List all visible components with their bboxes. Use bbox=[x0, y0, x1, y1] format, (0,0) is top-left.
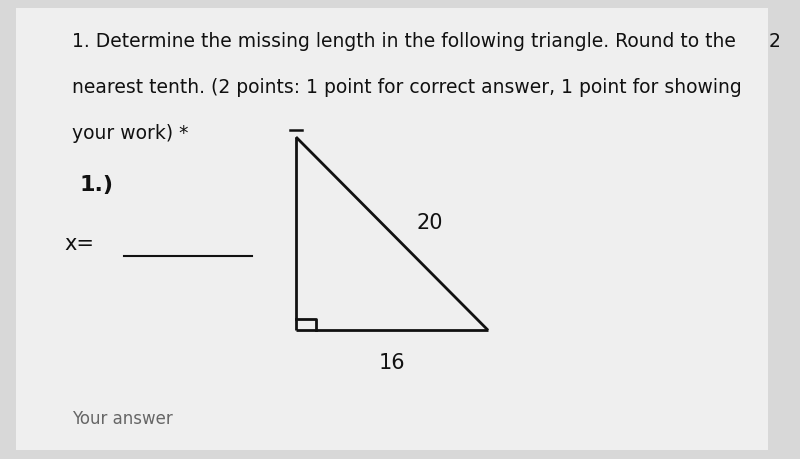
Text: nearest tenth. (2 points: 1 point for correct answer, 1 point for showing: nearest tenth. (2 points: 1 point for co… bbox=[72, 78, 742, 97]
Text: 1.): 1.) bbox=[80, 174, 114, 194]
Text: 1. Determine the missing length in the following triangle. Round to the: 1. Determine the missing length in the f… bbox=[72, 32, 736, 51]
Text: 16: 16 bbox=[378, 353, 406, 373]
Text: x=: x= bbox=[64, 233, 94, 253]
Text: 20: 20 bbox=[416, 213, 442, 233]
Text: your work) *: your work) * bbox=[72, 124, 188, 143]
Text: 2: 2 bbox=[768, 32, 780, 51]
Text: Your answer: Your answer bbox=[72, 409, 173, 427]
FancyBboxPatch shape bbox=[16, 9, 768, 450]
